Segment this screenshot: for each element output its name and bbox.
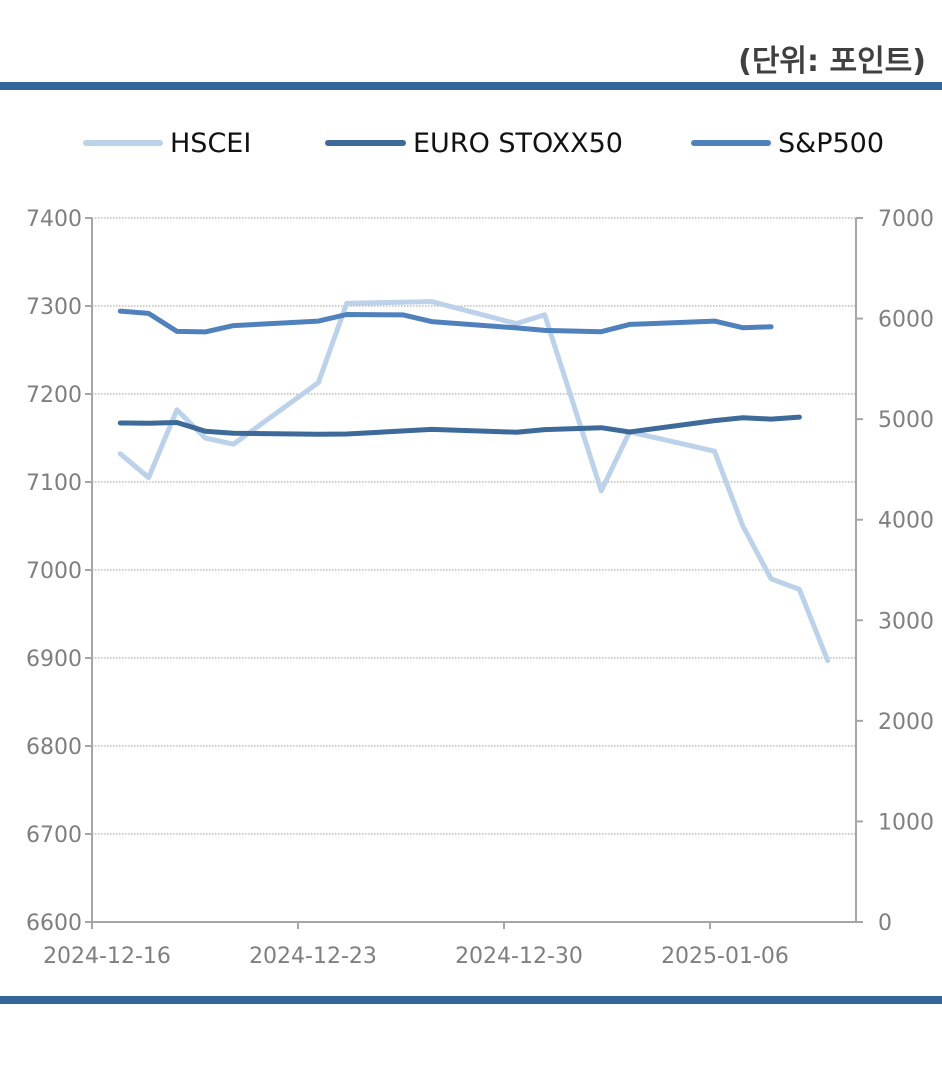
y-left-tick-label: 6800 [26,735,82,760]
y-left-tick-label: 7200 [26,383,82,408]
y-right-tick-label: 0 [878,911,892,936]
legend: HSCEI EURO STOXX50 S&P500 [83,128,884,159]
x-tick-label: 2024-12-30 [455,944,583,969]
x-tick-label: 2024-12-23 [249,944,377,969]
y-left-tick-label: 6700 [26,823,82,848]
y-right-tick-label: 3000 [878,609,934,634]
y-right-tick-label: 6000 [878,308,934,333]
series-lines [117,299,831,664]
y-left-tick-label: 6600 [26,911,82,936]
y-left-tick-label: 7300 [26,295,82,320]
y-right-tick-label: 1000 [878,810,934,835]
top-rule [0,82,942,90]
x-tick-label: 2024-12-16 [43,944,171,969]
y-left-tick-label: 6900 [26,647,82,672]
y-right-tick-label: 7000 [878,207,934,232]
y-left-tick-label: 7100 [26,471,82,496]
y-left-tick-label: 7400 [26,207,82,232]
legend-label-s-p500: S&P500 [778,128,884,159]
y-right-tick-label: 2000 [878,710,934,735]
gridlines [92,217,856,835]
y-right-tick-label: 5000 [878,408,934,433]
y-right-tick-label: 4000 [878,509,934,534]
unit-label: (단위: 포인트) [738,44,926,79]
legend-label-hscei: HSCEI [170,128,251,159]
series-line-hscei [117,299,831,664]
axes: 7400 7300 7200 7100 7000 6900 6800 6700 6600 7000… [26,207,934,969]
bottom-rule [0,996,942,1004]
x-tick-label: 2025-01-06 [661,944,789,969]
series-line-s-p500 [117,308,774,335]
series-line-euro-stoxx50 [117,414,802,437]
legend-label-euro-stoxx50: EURO STOXX50 [413,128,623,159]
y-left-tick-label: 7000 [26,559,82,584]
